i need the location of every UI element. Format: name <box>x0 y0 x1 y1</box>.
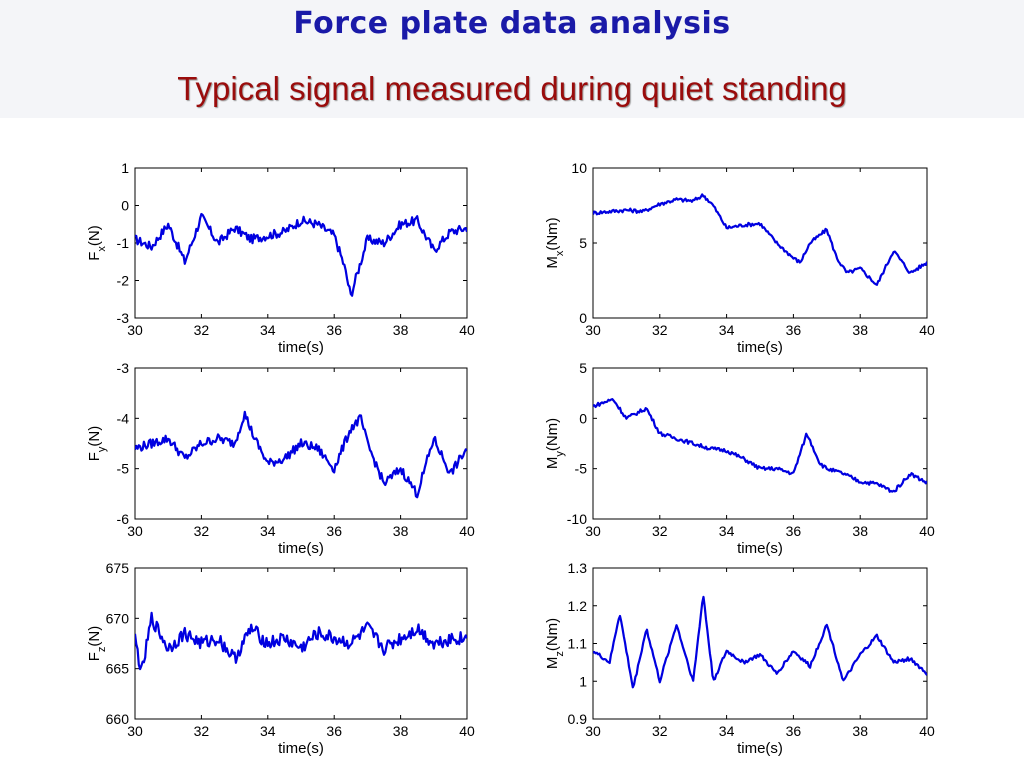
series-line-fx <box>135 212 467 297</box>
x-tick-label: 40 <box>919 523 935 539</box>
y-tick-label: 1.3 <box>568 560 588 576</box>
y-axis-label: My(Nm) <box>544 418 566 469</box>
slide-title: Force plate data analysis <box>293 6 731 41</box>
x-tick-label: 30 <box>585 723 601 739</box>
y-tick-label: 1.1 <box>568 636 588 652</box>
x-tick-label: 36 <box>786 322 802 338</box>
x-tick-label: 40 <box>919 723 935 739</box>
chart-fy: 30 32 34 36 38 40 -6 -5 -4 -3 time(s) Fy(N) <box>86 360 475 557</box>
x-tick-label: 32 <box>194 723 210 739</box>
x-tick-label: 38 <box>852 523 868 539</box>
x-tick-label: 38 <box>393 523 409 539</box>
x-tick-label: 38 <box>393 723 409 739</box>
x-axis-label: time(s) <box>278 740 324 757</box>
y-tick-label: -3 <box>117 310 130 326</box>
x-tick-label: 34 <box>719 723 735 739</box>
x-tick-label: 32 <box>652 523 668 539</box>
y-tick-label: -2 <box>117 273 130 289</box>
x-tick-label: 40 <box>919 322 935 338</box>
y-tick-label: -6 <box>117 511 130 527</box>
x-tick-label: 32 <box>194 322 210 338</box>
chart-fz: 30 32 34 36 38 40 660 665 670 675 time(s) Fz(N) <box>86 560 475 757</box>
x-tick-label: 34 <box>260 322 276 338</box>
chart-fx: 30 32 34 36 38 40 -3 -2 -1 0 1 time(s) Fx(N) <box>86 160 475 356</box>
y-tick-label: 0 <box>579 310 587 326</box>
y-tick-label: -4 <box>117 410 130 426</box>
y-tick-label: 0 <box>121 198 129 214</box>
y-axis-label: Mx(Nm) <box>544 217 566 268</box>
y-tick-label: 670 <box>106 610 130 626</box>
y-tick-label: 1 <box>121 160 129 176</box>
series-line-my <box>593 398 927 493</box>
y-tick-label: 0 <box>579 410 587 426</box>
y-tick-label: -5 <box>575 461 588 477</box>
plot-frame <box>592 367 928 520</box>
chart-mx: 30 32 34 36 38 40 0 5 10 time(s) Mx(Nm) <box>544 160 935 356</box>
x-tick-label: 40 <box>459 723 475 739</box>
y-tick-label: -5 <box>117 461 130 477</box>
x-tick-label: 32 <box>194 523 210 539</box>
x-tick-label: 36 <box>326 523 342 539</box>
x-tick-label: 34 <box>260 723 276 739</box>
y-tick-label: 1.2 <box>568 598 588 614</box>
x-axis-label: time(s) <box>737 740 783 757</box>
x-tick-label: 36 <box>786 723 802 739</box>
x-tick-label: 40 <box>459 322 475 338</box>
y-tick-label: 5 <box>579 360 587 376</box>
chart-my: 30 32 34 36 38 40 -10 -5 0 5 time(s) My(Nm) <box>544 360 935 557</box>
y-tick-label: 660 <box>106 711 130 727</box>
x-axis-label: time(s) <box>737 540 783 557</box>
x-tick-label: 38 <box>852 322 868 338</box>
series-line-fz <box>135 611 467 671</box>
chart-mz: 30 32 34 36 38 40 0.9 1 1.1 1.2 1.3 time(s) Mz(Nm) <box>544 560 935 757</box>
x-tick-label: 34 <box>719 523 735 539</box>
y-tick-label: 665 <box>106 661 130 677</box>
x-tick-label: 36 <box>786 523 802 539</box>
title-band <box>0 0 1024 118</box>
y-axis-label: Fy(N) <box>86 426 108 462</box>
x-tick-label: 30 <box>127 322 143 338</box>
x-axis-label: time(s) <box>278 540 324 557</box>
y-tick-label: -10 <box>567 511 587 527</box>
y-axis-label: Mz(Nm) <box>544 618 566 669</box>
y-tick-label: -3 <box>117 360 130 376</box>
x-tick-label: 38 <box>393 322 409 338</box>
x-tick-label: 36 <box>326 322 342 338</box>
x-tick-label: 32 <box>652 723 668 739</box>
x-tick-label: 32 <box>652 322 668 338</box>
x-tick-label: 34 <box>719 322 735 338</box>
x-tick-label: 30 <box>127 723 143 739</box>
plot-frame <box>134 167 468 319</box>
x-tick-label: 40 <box>459 523 475 539</box>
y-tick-label: 0.9 <box>568 711 588 727</box>
x-axis-label: time(s) <box>278 339 324 356</box>
y-axis-label: Fx(N) <box>86 225 108 261</box>
series-line-fy <box>135 410 467 499</box>
y-tick-label: 5 <box>579 235 587 251</box>
x-tick-label: 30 <box>127 523 143 539</box>
y-tick-label: -1 <box>117 235 130 251</box>
slide-subtitle: Typical signal measured during quiet sta… <box>177 70 847 107</box>
x-tick-label: 36 <box>326 723 342 739</box>
y-axis-label: Fz(N) <box>86 626 108 662</box>
series-line-mx <box>593 193 927 286</box>
y-tick-label: 1 <box>579 673 587 689</box>
x-tick-label: 38 <box>852 723 868 739</box>
y-tick-label: 675 <box>106 560 130 576</box>
x-axis-label: time(s) <box>737 339 783 356</box>
plot-frame <box>592 167 928 319</box>
series-line-mz <box>593 595 927 689</box>
y-tick-label: 10 <box>571 160 587 176</box>
x-tick-label: 30 <box>585 322 601 338</box>
x-tick-label: 34 <box>260 523 276 539</box>
x-tick-label: 30 <box>585 523 601 539</box>
